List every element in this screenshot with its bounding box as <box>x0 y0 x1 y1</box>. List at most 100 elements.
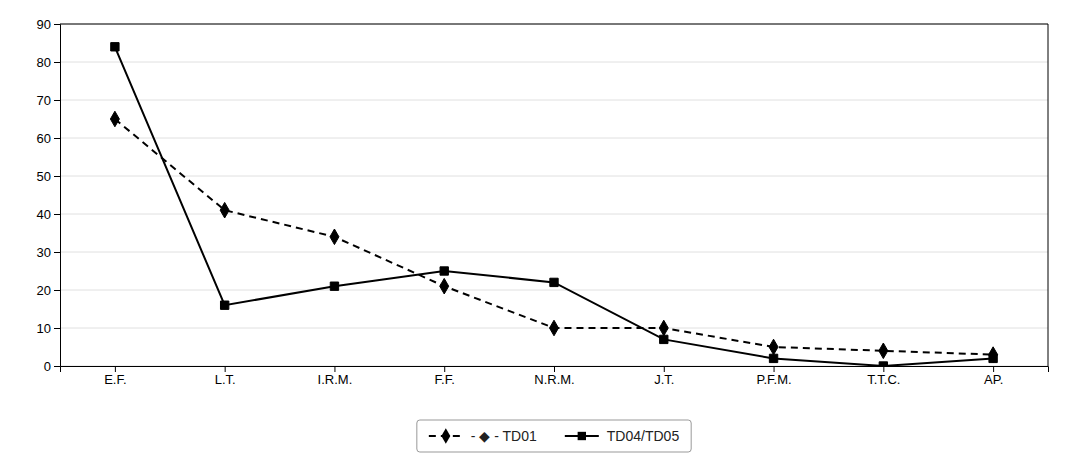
x-tick: N.R.M. <box>534 366 574 387</box>
x-tick-mark <box>664 366 665 372</box>
series-point <box>989 347 998 363</box>
x-tick-label: I.R.M. <box>318 372 353 387</box>
y-tick-mark <box>54 366 60 367</box>
x-tick: L.T. <box>215 366 236 387</box>
y-tick-label: 30 <box>37 245 51 260</box>
series-point <box>879 362 887 366</box>
y-tick-label: 50 <box>37 169 51 184</box>
y-tick: 10 <box>37 321 60 336</box>
series-point <box>550 320 559 336</box>
series-point <box>550 278 558 286</box>
y-tick-mark <box>54 24 60 25</box>
y-tick-label: 60 <box>37 131 51 146</box>
series-point <box>220 301 228 309</box>
x-tick-label: F.F. <box>435 372 455 387</box>
x-tick-mark <box>225 366 226 372</box>
y-tick: 30 <box>37 245 60 260</box>
legend: - ◆ - TD01 TD04/TD05 <box>417 420 691 452</box>
series-point <box>659 320 668 336</box>
x-tick: I.R.M. <box>318 366 353 387</box>
y-tick-label: 90 <box>37 17 51 32</box>
legend-item: TD04/TD05 <box>565 428 680 444</box>
y-tick: 90 <box>37 17 60 32</box>
y-tick: 40 <box>37 207 60 222</box>
y-axis-line <box>54 25 61 367</box>
series-line <box>115 47 993 366</box>
series-point <box>989 354 997 362</box>
y-tick-label: 40 <box>37 207 51 222</box>
x-tick-mark <box>883 366 884 372</box>
y-tick-mark <box>54 138 60 139</box>
x-tick-label: T.T.C. <box>867 372 900 387</box>
series-point <box>440 278 449 294</box>
series-point <box>330 229 339 245</box>
y-tick: 50 <box>37 169 60 184</box>
grid-line <box>60 176 1048 177</box>
legend-symbol <box>578 432 586 440</box>
x-tick-label: AP. <box>984 372 1003 387</box>
x-tick-mark <box>115 366 116 372</box>
x-tick-mark <box>554 366 555 372</box>
x-tick-label: N.R.M. <box>534 372 574 387</box>
y-tick: 60 <box>37 131 60 146</box>
x-tick-mark <box>993 366 994 372</box>
series-point <box>110 111 119 127</box>
series-point <box>330 282 338 290</box>
legend-box <box>417 420 691 452</box>
grid-line <box>60 100 1048 101</box>
x-tick-label: J.T. <box>654 372 674 387</box>
y-tick-mark <box>54 328 60 329</box>
x-tick: P.F.M. <box>756 366 791 387</box>
legend-symbol <box>441 428 450 444</box>
series-point <box>220 202 229 218</box>
y-tick: 70 <box>37 93 60 108</box>
x-tick-label: E.F. <box>104 372 126 387</box>
y-tick-mark <box>54 252 60 253</box>
legend-label: TD04/TD05 <box>607 428 680 444</box>
chart: 0 10 20 30 40 50 60 70 80 90 E.F. L.T. I.R.M. F.F. N.R… <box>0 0 1068 476</box>
frame <box>1048 24 1049 366</box>
grid <box>60 24 1048 366</box>
marks <box>110 43 997 366</box>
x-tick-mark <box>444 366 445 372</box>
x-axis-line <box>61 367 1049 373</box>
series-point <box>879 343 888 359</box>
series-point <box>660 335 668 343</box>
frame <box>60 24 1048 25</box>
x-tick-mark <box>334 366 335 372</box>
y-tick: 80 <box>37 55 60 70</box>
y-tick: 20 <box>37 283 60 298</box>
y-tick: 0 <box>44 359 60 374</box>
plot: 0 10 20 30 40 50 60 70 80 90 E.F. L.T. I.R.M. F.F. N.R… <box>37 17 1049 388</box>
x-tick-mark <box>774 366 775 372</box>
x-tick: AP. <box>984 366 1003 387</box>
y-tick-mark <box>54 290 60 291</box>
grid-line <box>60 290 1048 291</box>
x-tick: F.F. <box>435 366 455 387</box>
y-tick-mark <box>54 100 60 101</box>
grid-line <box>60 24 1048 25</box>
grid-line <box>60 138 1048 139</box>
x-tick: E.F. <box>104 366 126 387</box>
x-tick: J.T. <box>654 366 674 387</box>
grid-line <box>60 62 1048 63</box>
y-tick-label: 80 <box>37 55 51 70</box>
grid-line <box>60 214 1048 215</box>
series-point <box>769 339 778 355</box>
y-tick-label: 10 <box>37 321 51 336</box>
x-tick: T.T.C. <box>867 366 900 387</box>
y-tick-mark <box>54 214 60 215</box>
y-tick-mark <box>54 176 60 177</box>
y-tick-label: 70 <box>37 93 51 108</box>
legend-label: - ◆ - TD01 <box>471 428 537 444</box>
y-tick-label: 20 <box>37 283 51 298</box>
x-tick-label: L.T. <box>215 372 236 387</box>
y-tick-label: 0 <box>44 359 51 374</box>
series-point <box>769 354 777 362</box>
y-tick-mark <box>54 62 60 63</box>
legend-item: - ◆ - TD01 <box>429 428 537 444</box>
x-axis: E.F. L.T. I.R.M. F.F. N.R.M. J.T. P.F.M. T.T.C.… <box>61 366 1049 387</box>
series-point <box>440 267 448 275</box>
grid-line <box>60 252 1048 253</box>
series-point <box>111 43 119 51</box>
